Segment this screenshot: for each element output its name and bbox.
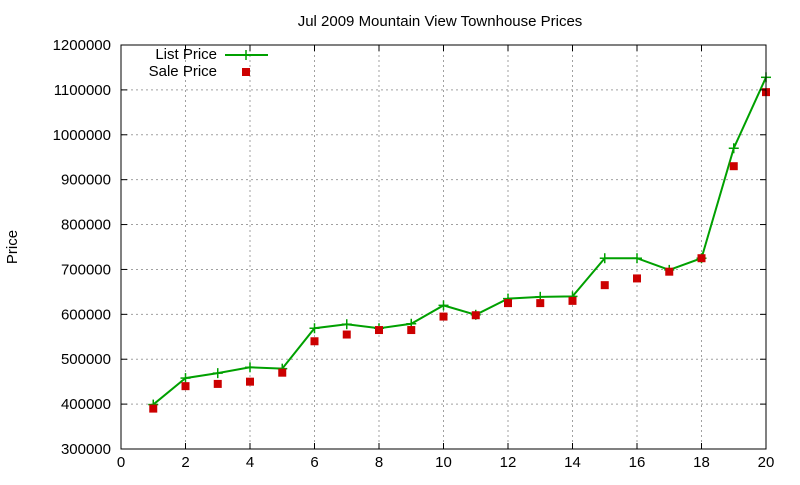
data-point	[181, 382, 190, 391]
data-point	[728, 143, 739, 154]
data-point	[633, 274, 641, 283]
data-point	[245, 362, 255, 373]
series-line	[152, 76, 767, 406]
y-tick-label: 600000	[61, 306, 111, 323]
y-axis-label: Price	[4, 230, 21, 264]
data-point	[632, 253, 642, 264]
data-point	[309, 323, 320, 334]
legend: List Price Sale Price	[149, 46, 268, 80]
series-layer	[148, 72, 771, 413]
data-point	[471, 311, 480, 320]
legend-label-sale-price: Sale Price	[149, 63, 217, 80]
data-point	[729, 162, 738, 171]
y-tick-label: 1200000	[53, 37, 111, 54]
x-tick-label: 20	[758, 454, 775, 471]
axis-ticks	[120, 44, 767, 450]
data-point	[568, 296, 577, 305]
chart-title: Jul 2009 Mountain View Townhouse Prices	[298, 13, 583, 30]
y-tick-label: 800000	[61, 217, 111, 234]
data-point	[180, 373, 191, 384]
x-tick-label: 8	[375, 454, 383, 471]
y-tick-label: 700000	[61, 261, 111, 278]
x-tick-label: 4	[246, 454, 254, 471]
data-point	[375, 326, 383, 335]
grid-lines	[121, 45, 766, 449]
y-tick-label: 400000	[61, 396, 111, 413]
data-point	[665, 267, 674, 276]
y-tick-label: 500000	[61, 351, 111, 368]
x-tick-label: 16	[629, 454, 646, 471]
data-point	[149, 404, 158, 413]
y-tick-label: 1100000	[54, 82, 111, 99]
data-point	[599, 253, 610, 264]
x-tick-label: 10	[435, 454, 452, 471]
legend-label-list-price: List Price	[155, 46, 217, 63]
data-point	[246, 377, 254, 386]
axis-tick-labels: 0 2 4 6 8 10 12 14 16 18 20 300000 400000 500000 60000…	[53, 37, 775, 471]
x-tick-label: 6	[310, 454, 318, 471]
x-tick-label: 14	[564, 454, 581, 471]
legend-swatch-sale-price	[242, 68, 250, 76]
data-point	[697, 254, 706, 263]
legend-swatch-list-price	[225, 50, 268, 60]
data-point	[504, 299, 512, 308]
legend-marker	[242, 68, 250, 76]
data-point	[407, 326, 416, 335]
data-point	[439, 312, 448, 321]
data-point	[600, 281, 609, 290]
x-tick-label: 12	[500, 454, 517, 471]
data-point	[536, 299, 545, 308]
y-tick-label: 1000000	[53, 127, 111, 144]
x-tick-label: 18	[693, 454, 710, 471]
data-point	[278, 368, 287, 377]
data-point	[212, 368, 223, 379]
data-point	[342, 330, 351, 339]
x-tick-label: 0	[117, 454, 125, 471]
y-tick-label: 900000	[61, 172, 111, 189]
series-sale-price	[149, 88, 770, 413]
legend-marker	[241, 50, 251, 60]
data-point	[341, 319, 352, 330]
data-point	[213, 379, 222, 388]
data-point	[310, 337, 319, 346]
x-tick-label: 2	[181, 454, 189, 471]
data-point	[438, 300, 449, 311]
y-tick-label: 300000	[61, 441, 111, 458]
